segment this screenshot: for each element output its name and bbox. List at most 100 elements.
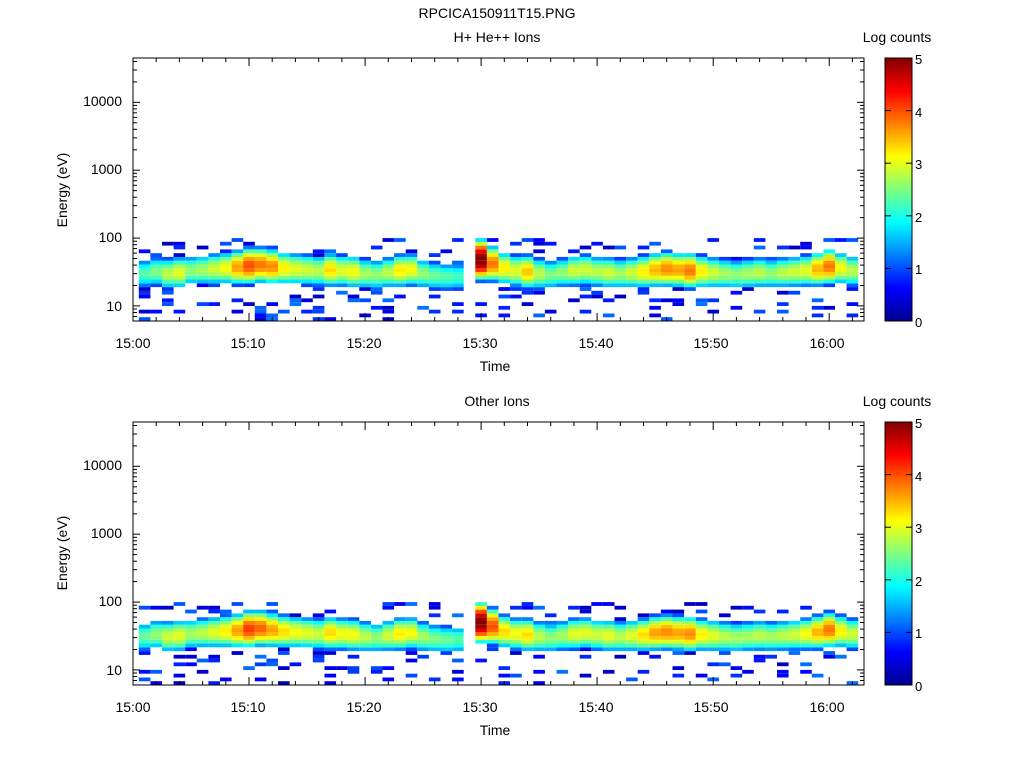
heatmap-cell (800, 639, 812, 644)
heatmap-cell (243, 245, 255, 250)
heatmap-cell (336, 624, 348, 629)
heatmap-cell (475, 272, 487, 276)
heatmap-cell (394, 617, 406, 621)
heatmap-cell (254, 245, 267, 250)
heatmap-cell (695, 673, 708, 678)
y-tick-label-group: 10000 1000 100 10 (83, 93, 122, 314)
heatmap-cell (324, 647, 337, 652)
heatmap-cell (730, 639, 743, 644)
heatmap-cell (266, 617, 278, 621)
heatmap-cell (579, 256, 592, 261)
heatmap-cell (800, 253, 812, 257)
heatmap-cell (660, 613, 673, 618)
heatmap-cell (231, 279, 244, 284)
heatmap-cell (684, 602, 696, 606)
heatmap-cell (394, 260, 406, 265)
heatmap-cell (243, 253, 255, 257)
heatmap-cell (370, 305, 383, 310)
heatmap-cell (266, 268, 278, 272)
heatmap-cell (289, 275, 302, 280)
heatmap-cell (150, 624, 162, 629)
heatmap-cell (196, 643, 209, 648)
heatmap-cell (672, 613, 685, 618)
heatmap-cell (231, 253, 244, 257)
heatmap-cell (753, 245, 766, 250)
heatmap-cell (602, 268, 615, 272)
heatmap-cell (301, 264, 313, 269)
heatmap-cell (220, 609, 232, 614)
heatmap-cell (626, 624, 638, 629)
heatmap-cell (788, 624, 801, 629)
heatmap-cell (324, 264, 337, 269)
heatmap-cell (637, 260, 650, 265)
heatmap-cell (475, 245, 487, 250)
heatmap-cell (672, 609, 685, 614)
heatmap-cell (602, 632, 615, 636)
heatmap-cell (846, 647, 859, 652)
heatmap-cell (394, 268, 406, 272)
heatmap-cell (312, 264, 325, 269)
heatmap-cell (173, 643, 186, 648)
heatmap-cell (695, 279, 708, 284)
heatmap-cell (336, 264, 348, 269)
heatmap-cell (788, 290, 801, 295)
heatmap-cell (208, 253, 220, 257)
heatmap-cell (800, 643, 812, 648)
heatmap-cell (452, 264, 464, 269)
heatmap-cell (336, 632, 348, 636)
heatmap-cell (254, 275, 267, 280)
heatmap-cell (208, 658, 220, 663)
heatmap-cell (475, 639, 487, 644)
heatmap-cell (185, 624, 197, 629)
heatmap-cell (324, 253, 337, 257)
heatmap-cell (243, 264, 255, 269)
heatmap-cell (568, 279, 580, 284)
heatmap-cell (695, 639, 708, 644)
heatmap-cell (243, 279, 255, 284)
heatmap-cell (788, 268, 801, 272)
heatmap-cell (719, 628, 731, 633)
heatmap-cell (811, 643, 824, 648)
heatmap-cell (405, 628, 418, 633)
heatmap-cell (324, 643, 337, 648)
heatmap-cell (823, 654, 835, 659)
colorbar-tick-label: 1 (915, 262, 922, 277)
heatmap-cell (138, 636, 151, 640)
heatmap-cell (266, 279, 278, 284)
colorbar-fill (884, 421, 913, 686)
heatmap-cell (498, 624, 511, 629)
heatmap-cell (278, 620, 290, 625)
heatmap-cell (382, 275, 395, 280)
heatmap-cell (510, 287, 522, 291)
heatmap-cell (405, 673, 418, 678)
heatmap-cell (486, 628, 499, 633)
heatmap-cell (544, 647, 557, 652)
heatmap-cell (266, 313, 278, 318)
heatmap-cell (173, 662, 186, 667)
heatmap-cell (278, 632, 290, 636)
heatmap-cell (788, 636, 801, 640)
heatmap-cell (823, 613, 835, 618)
heatmap-cell (370, 639, 383, 644)
heatmap-cell (672, 287, 685, 291)
heatmap-cell (138, 669, 151, 674)
heatmap-cell (162, 628, 174, 633)
heatmap-cell (765, 283, 777, 288)
heatmap-cell (579, 264, 592, 269)
heatmap-cell (579, 294, 592, 299)
heatmap-cell (602, 643, 615, 648)
heatmap-cell (707, 283, 719, 288)
heatmap-cell (753, 275, 766, 280)
heatmap-cell (278, 617, 290, 621)
heatmap-cell (823, 275, 835, 280)
heatmap-cell (266, 609, 278, 614)
heatmap-cell (347, 643, 360, 648)
heatmap-cell (510, 260, 522, 265)
heatmap-cell (660, 279, 673, 284)
heatmap-cell (359, 636, 371, 640)
heatmap-cell (510, 632, 522, 636)
heatmap-cell (394, 264, 406, 269)
heatmap-cell (568, 636, 580, 640)
heatmap-cell (637, 268, 650, 272)
heatmap-cell (278, 268, 290, 272)
